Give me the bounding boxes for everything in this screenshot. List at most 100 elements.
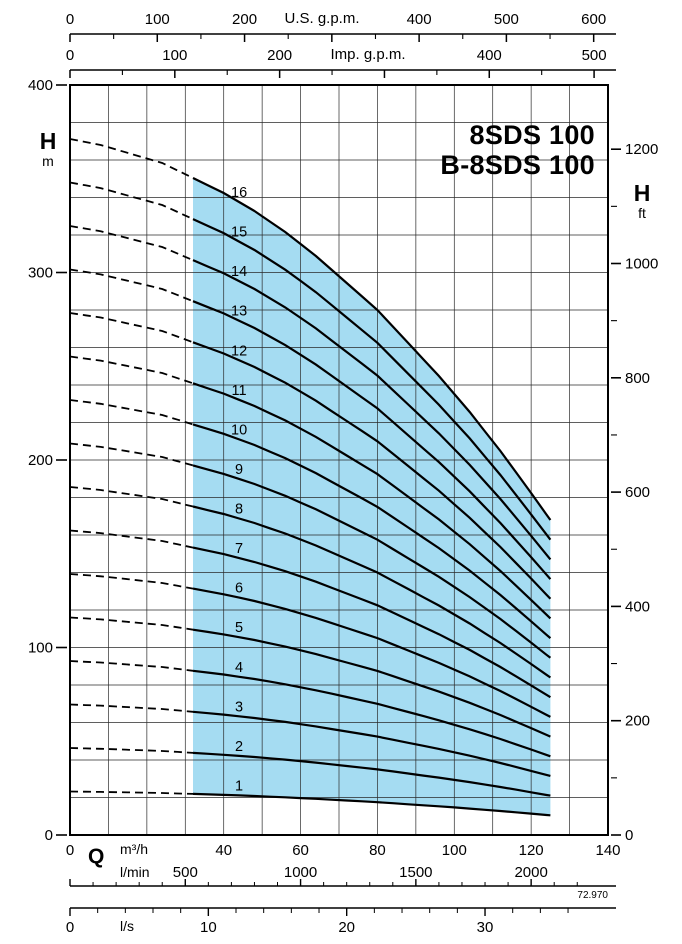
stage-label-6: 6 (235, 581, 243, 597)
lmin-tick-label: 2000 (514, 864, 547, 881)
curve-dashed-stage-4 (69, 660, 194, 672)
curve-dashed-stage-10 (69, 399, 194, 426)
left-tick-label: 0 (45, 827, 53, 844)
curve-dashed-stage-9 (69, 442, 194, 467)
stage-label-8: 8 (235, 502, 243, 518)
curve-stage-10 (192, 423, 552, 639)
curve-dashed-stage-6 (69, 573, 194, 590)
top-tick-label: 400 (407, 11, 432, 28)
lmin-tick-label: 1500 (399, 864, 432, 881)
right-tick-label: 200 (625, 713, 650, 730)
left-axis-h-label: H (39, 128, 57, 154)
curve-dashed-stage-11 (69, 355, 194, 385)
curve-dashed-stage-16 (69, 138, 194, 179)
top-tick-label: 0 (66, 47, 74, 64)
stage-label-1: 1 (235, 778, 243, 794)
stage-label-15: 15 (231, 225, 247, 241)
stage-label-13: 13 (231, 304, 247, 320)
impgpm-axis-title: Imp. g.p.m. (330, 46, 406, 63)
curve-stage-7 (192, 546, 551, 699)
left-tick-label: 200 (28, 452, 53, 469)
stage-label-9: 9 (235, 462, 243, 478)
ls-tick-label: 10 (200, 919, 217, 936)
top-tick-label: 100 (145, 11, 170, 28)
stage-label-2: 2 (235, 739, 243, 755)
stage-label-5: 5 (235, 620, 243, 636)
ls-tick-label: 20 (338, 919, 355, 936)
m3h-tick-label: 0 (66, 842, 74, 859)
stage-label-4: 4 (235, 660, 243, 676)
ls-tick-label: 0 (66, 919, 74, 936)
curve-stage-6 (192, 587, 551, 718)
lmin-unit-label: l/min (120, 864, 150, 880)
right-tick-label: 400 (625, 598, 650, 615)
stage-label-12: 12 (231, 343, 247, 359)
curve-dashed-stage-15 (69, 181, 194, 220)
curve-stage-8 (192, 505, 552, 679)
curve-stage-15 (192, 218, 552, 541)
lmin-tick-label: 500 (173, 864, 198, 881)
chart-title: 8SDS 100 B-8SDS 100 (440, 120, 595, 180)
top-tick-label: 200 (267, 47, 292, 64)
curve-dashed-stage-3 (69, 703, 194, 713)
top-tick-label: 600 (581, 11, 606, 28)
operating-range-shade (193, 178, 551, 816)
curve-dashed-stage-13 (69, 268, 194, 303)
left-axis-symbol: H m (32, 128, 64, 170)
m3h-unit-label: m³/h (120, 841, 148, 857)
right-axis-symbol: H ft (626, 180, 658, 222)
curve-dashed-stage-1 (69, 790, 194, 795)
curve-stage-1 (192, 792, 551, 817)
left-tick-label: 100 (28, 640, 53, 657)
curve-stage-16 (192, 177, 552, 521)
curve-stage-12 (192, 341, 552, 600)
right-tick-label: 1200 (625, 141, 658, 158)
ls-unit-label: l/s (120, 918, 134, 934)
drawing-number: 72.970 (577, 890, 608, 901)
stage-label-14: 14 (231, 264, 247, 280)
right-axis-h-label: H (633, 180, 651, 206)
curve-dashed-stage-7 (69, 529, 194, 549)
right-tick-label: 600 (625, 484, 650, 501)
curve-stage-9 (192, 464, 552, 659)
curve-dashed-stage-8 (69, 486, 194, 508)
m3h-tick-label: 60 (292, 842, 309, 859)
right-tick-label: 0 (625, 827, 633, 844)
plot-border (69, 84, 609, 836)
top-tick-label: 500 (582, 47, 607, 64)
model-name-primary: 8SDS 100 (469, 120, 595, 150)
stage-label-7: 7 (235, 541, 243, 557)
left-tick-label: 300 (28, 265, 53, 282)
curve-dashed-stage-2 (69, 747, 194, 754)
flow-axis-symbol: Q (88, 845, 105, 868)
m3h-tick-label: 100 (442, 842, 467, 859)
ls-tick-label: 30 (477, 919, 494, 936)
top-tick-label: 0 (66, 11, 74, 28)
right-tick-label: 1000 (625, 256, 658, 273)
curve-stage-2 (192, 751, 551, 797)
stage-label-16: 16 (231, 185, 247, 201)
m3h-tick-label: 80 (369, 842, 386, 859)
curve-stage-13 (192, 300, 552, 580)
m3h-tick-label: 40 (215, 842, 232, 859)
top-tick-label: 500 (494, 11, 519, 28)
curve-stage-14 (192, 259, 552, 561)
curve-stage-11 (192, 382, 552, 620)
top-tick-label: 400 (477, 47, 502, 64)
curve-dashed-stage-5 (69, 616, 194, 631)
usgpm-axis-title: U.S. g.p.m. (284, 10, 360, 27)
stage-label-11: 11 (232, 383, 247, 399)
left-axis-unit-label: m (42, 153, 54, 169)
left-tick-label: 400 (28, 77, 53, 94)
curve-dashed-stage-14 (69, 225, 194, 261)
model-name-secondary: B-8SDS 100 (440, 149, 595, 180)
stage-label-10: 10 (231, 422, 247, 438)
curve-dashed-stage-12 (69, 312, 194, 344)
top-tick-label: 200 (232, 11, 257, 28)
right-tick-label: 800 (625, 370, 650, 387)
m3h-tick-label: 120 (519, 842, 544, 859)
curve-stage-3 (192, 710, 551, 777)
right-axis-unit-label: ft (638, 205, 646, 221)
